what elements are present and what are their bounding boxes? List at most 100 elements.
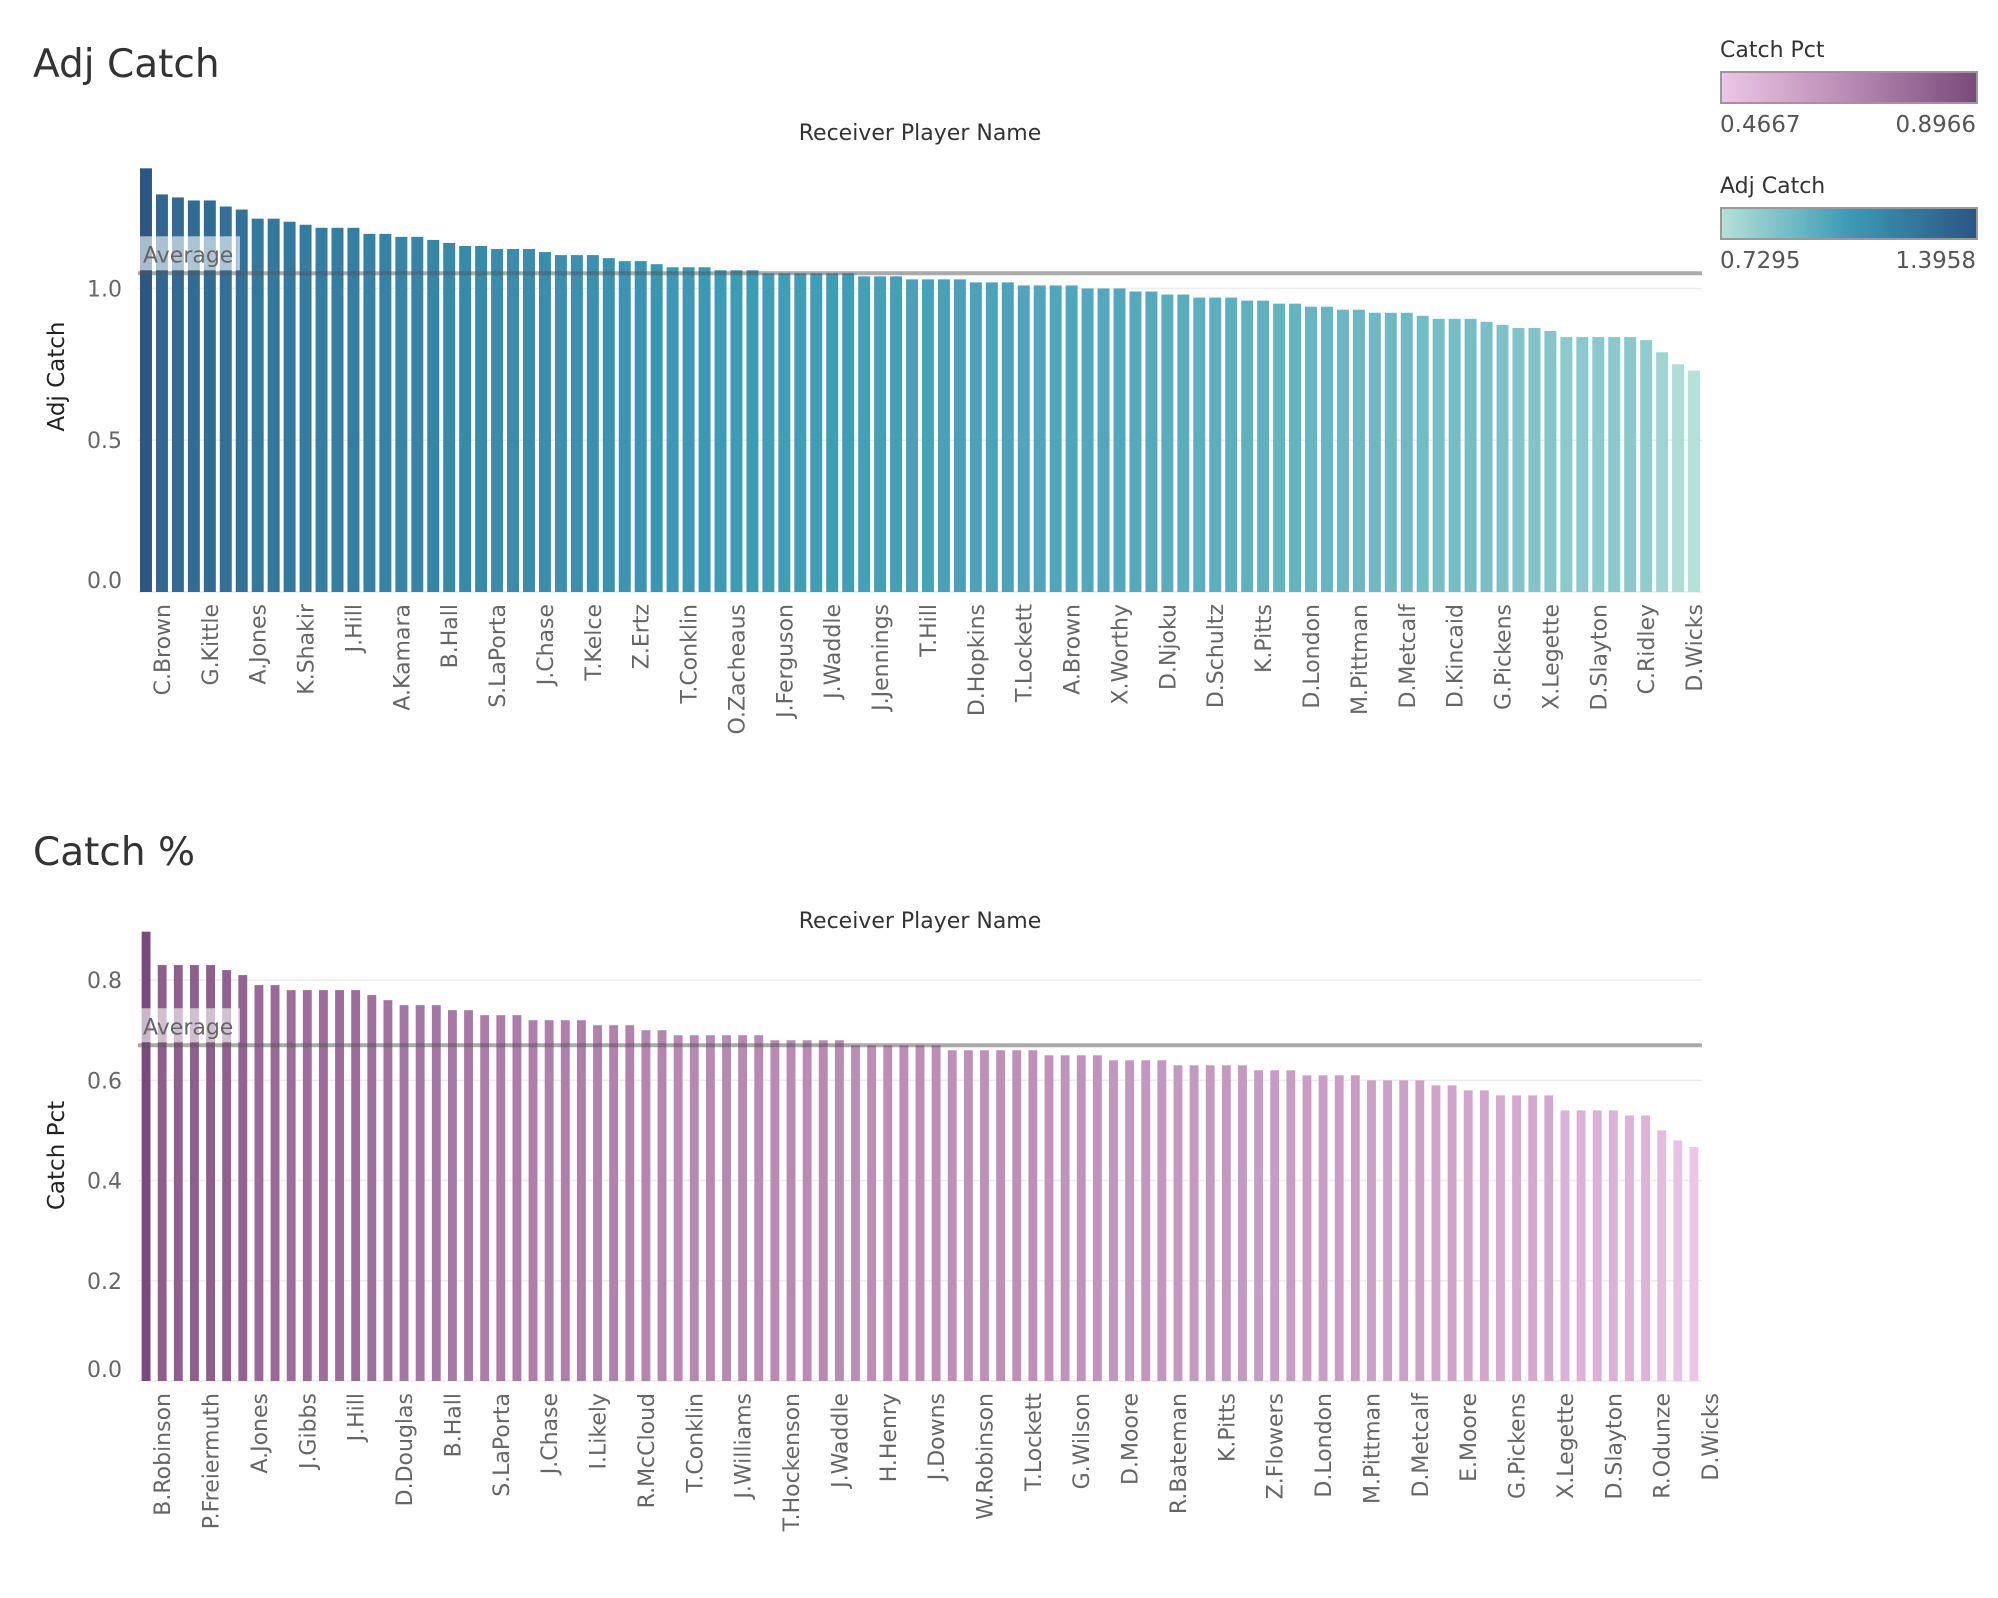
bar bbox=[1092, 1055, 1102, 1381]
x-tick-label: C.Ridley bbox=[1635, 604, 1660, 694]
bar bbox=[931, 1045, 941, 1381]
bar bbox=[1608, 337, 1621, 592]
bar bbox=[576, 1020, 586, 1381]
x-tick-label: T.Conklin bbox=[683, 1393, 708, 1494]
bar bbox=[459, 245, 472, 593]
bar bbox=[254, 985, 264, 1381]
bar bbox=[746, 270, 759, 592]
bar bbox=[1044, 1055, 1054, 1381]
bar bbox=[251, 218, 264, 593]
bar bbox=[1352, 309, 1365, 592]
bar bbox=[673, 1035, 683, 1381]
sheet-title-catch-pct: Catch % bbox=[33, 830, 196, 875]
x-tick-label: T.Hockenson bbox=[780, 1393, 805, 1532]
bar bbox=[173, 965, 183, 1381]
bar bbox=[1350, 1075, 1360, 1381]
bar bbox=[155, 194, 168, 592]
bar bbox=[754, 1035, 764, 1381]
reference-line-label: Average bbox=[143, 1015, 233, 1040]
x-tick-label: G.Kittle bbox=[199, 604, 224, 685]
x-tick-label: D.Slayton bbox=[1587, 604, 1612, 711]
bar bbox=[953, 279, 966, 592]
x-tick-label: S.LaPorta bbox=[490, 1393, 515, 1497]
x-tick-label: K.Pitts bbox=[1252, 604, 1277, 673]
x-tick-label: B.Robinson bbox=[151, 1393, 176, 1516]
legend-max: 0.8966 bbox=[1895, 112, 1976, 138]
bar bbox=[1625, 1115, 1634, 1381]
bar bbox=[818, 1040, 828, 1381]
legend-title: Adj Catch bbox=[1720, 174, 1826, 199]
bar bbox=[1173, 1065, 1183, 1381]
x-tick-label: I.Likely bbox=[587, 1393, 612, 1469]
bar bbox=[1209, 297, 1222, 592]
bar bbox=[985, 282, 998, 592]
bar bbox=[1576, 337, 1589, 592]
bar bbox=[842, 273, 855, 592]
bar bbox=[399, 1005, 409, 1381]
bar bbox=[593, 1025, 602, 1381]
bar bbox=[641, 1030, 651, 1381]
x-tick-label: Z.Flowers bbox=[1264, 1393, 1289, 1499]
bar bbox=[1189, 1065, 1199, 1381]
x-tick-label: T.Conklin bbox=[678, 604, 703, 705]
x-tick-label: W.Robinson bbox=[973, 1393, 998, 1520]
bar bbox=[507, 249, 520, 593]
bar bbox=[203, 200, 216, 592]
bar bbox=[1060, 1055, 1070, 1381]
bar bbox=[1496, 324, 1509, 592]
y-tick-label: 0.0 bbox=[87, 569, 122, 594]
x-tick-label: M.Pittman bbox=[1348, 604, 1373, 715]
bar bbox=[947, 1050, 957, 1381]
bar bbox=[1368, 312, 1381, 592]
bar bbox=[826, 273, 839, 592]
x-tick-label: D.Wicks bbox=[1683, 604, 1708, 692]
bar bbox=[794, 273, 807, 592]
bar bbox=[1399, 1080, 1409, 1381]
bar bbox=[351, 990, 361, 1381]
bar bbox=[963, 1050, 973, 1381]
sheet-title-adj-catch: Adj Catch bbox=[33, 42, 220, 87]
x-tick-label: D.Moore bbox=[1119, 1393, 1144, 1485]
bar bbox=[235, 209, 248, 592]
bar bbox=[1641, 1115, 1651, 1381]
x-tick-label: G.Pickens bbox=[1506, 1393, 1531, 1499]
bar bbox=[714, 270, 727, 592]
bar bbox=[512, 1015, 522, 1381]
bar bbox=[367, 995, 377, 1381]
bar bbox=[286, 990, 296, 1381]
y-axis-title: Adj Catch bbox=[44, 321, 70, 431]
bar bbox=[222, 970, 232, 1381]
bar bbox=[318, 990, 328, 1381]
bar bbox=[447, 1010, 457, 1381]
x-tick-label: J.Hill bbox=[345, 1393, 370, 1443]
bar bbox=[1097, 288, 1110, 592]
x-tick-label: R.McCloud bbox=[635, 1393, 660, 1508]
bar bbox=[1109, 1060, 1118, 1381]
bar bbox=[1431, 1085, 1441, 1381]
x-tick-label: X.Legette bbox=[1554, 1393, 1579, 1499]
bar bbox=[802, 1040, 812, 1381]
bar bbox=[347, 227, 360, 592]
bar bbox=[538, 252, 551, 592]
bar bbox=[1028, 1050, 1038, 1381]
bar bbox=[625, 1025, 635, 1381]
bar bbox=[586, 255, 599, 592]
x-tick-label: D.Kincaid bbox=[1444, 604, 1469, 708]
bar bbox=[1273, 303, 1286, 592]
bar bbox=[1125, 1060, 1135, 1381]
bar bbox=[187, 200, 200, 592]
bar bbox=[883, 1045, 893, 1381]
bar bbox=[283, 221, 296, 592]
x-tick-label: D.Wicks bbox=[1699, 1393, 1724, 1481]
bar bbox=[480, 1015, 490, 1381]
bar bbox=[1336, 309, 1349, 592]
bar bbox=[431, 1005, 441, 1381]
bar bbox=[810, 273, 823, 592]
bar bbox=[1367, 1080, 1376, 1381]
x-axis-title: Receiver Player Name bbox=[799, 121, 1042, 146]
bar bbox=[1432, 318, 1445, 592]
bar bbox=[657, 1030, 667, 1381]
bar bbox=[937, 279, 950, 592]
bar bbox=[778, 273, 791, 592]
